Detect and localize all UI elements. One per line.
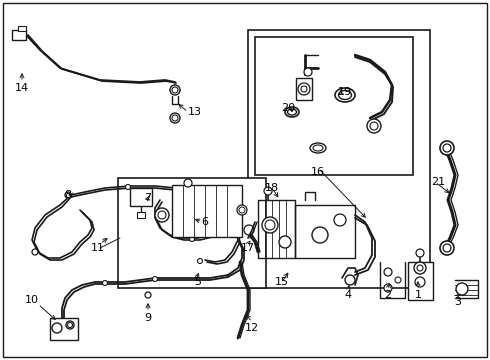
Text: 3: 3	[455, 297, 462, 307]
Circle shape	[158, 211, 166, 219]
Circle shape	[334, 214, 346, 226]
Text: 4: 4	[344, 290, 351, 300]
Bar	[172, 185, 242, 237]
Text: 15: 15	[275, 277, 289, 287]
Text: 12: 12	[245, 323, 259, 333]
Text: 9: 9	[145, 313, 151, 323]
Text: 8: 8	[65, 190, 72, 200]
Circle shape	[456, 283, 468, 295]
Circle shape	[440, 241, 454, 255]
Bar	[248, 30, 430, 288]
Bar	[18, 26, 26, 31]
Bar	[296, 78, 312, 100]
Circle shape	[262, 217, 278, 233]
Circle shape	[443, 144, 451, 152]
Circle shape	[312, 227, 328, 243]
Circle shape	[102, 280, 107, 285]
Text: 1: 1	[415, 290, 421, 300]
Circle shape	[370, 122, 378, 130]
Text: 2: 2	[385, 290, 392, 300]
Circle shape	[345, 275, 355, 285]
Circle shape	[416, 249, 424, 257]
Circle shape	[32, 249, 38, 255]
Bar	[137, 212, 145, 218]
Circle shape	[367, 119, 381, 133]
Ellipse shape	[288, 109, 296, 115]
Circle shape	[52, 323, 62, 333]
Text: 5: 5	[195, 277, 201, 287]
Circle shape	[190, 237, 195, 242]
Text: 16: 16	[311, 167, 325, 177]
Bar	[12, 30, 26, 40]
Bar	[50, 318, 78, 340]
Circle shape	[170, 113, 180, 123]
Circle shape	[172, 186, 177, 192]
Ellipse shape	[339, 90, 351, 99]
Circle shape	[414, 262, 426, 274]
Circle shape	[265, 220, 275, 230]
Circle shape	[65, 192, 71, 198]
Circle shape	[237, 205, 247, 215]
Circle shape	[417, 265, 423, 271]
Ellipse shape	[335, 88, 355, 102]
Circle shape	[415, 277, 425, 287]
Text: 13: 13	[188, 107, 202, 117]
Circle shape	[395, 277, 401, 283]
Text: 10: 10	[25, 295, 39, 305]
Text: 6: 6	[201, 217, 209, 227]
Circle shape	[301, 86, 307, 92]
Circle shape	[152, 276, 157, 282]
Ellipse shape	[313, 145, 323, 151]
Text: 19: 19	[338, 87, 352, 97]
Circle shape	[172, 115, 178, 121]
Bar	[255, 37, 413, 175]
Bar	[408, 262, 433, 300]
Circle shape	[304, 68, 312, 76]
Circle shape	[68, 323, 73, 328]
Bar	[130, 188, 152, 206]
Circle shape	[239, 207, 245, 213]
Circle shape	[298, 83, 310, 95]
Ellipse shape	[310, 143, 326, 153]
Text: 20: 20	[281, 103, 295, 113]
Circle shape	[279, 236, 291, 248]
Bar	[118, 178, 266, 288]
Circle shape	[440, 141, 454, 155]
Circle shape	[443, 244, 451, 252]
Circle shape	[384, 268, 392, 276]
Circle shape	[184, 179, 192, 187]
Text: 11: 11	[91, 243, 105, 253]
Circle shape	[66, 321, 74, 329]
Circle shape	[172, 87, 178, 93]
Text: 18: 18	[265, 183, 279, 193]
Text: 14: 14	[15, 83, 29, 93]
Circle shape	[155, 208, 169, 222]
Circle shape	[145, 292, 151, 298]
Circle shape	[170, 85, 180, 95]
Text: 7: 7	[145, 193, 151, 203]
Ellipse shape	[285, 107, 299, 117]
Text: 21: 21	[431, 177, 445, 187]
Circle shape	[125, 185, 130, 189]
Circle shape	[384, 284, 392, 292]
Text: 17: 17	[241, 243, 255, 253]
Circle shape	[197, 258, 202, 264]
Circle shape	[264, 187, 272, 195]
Circle shape	[244, 225, 254, 235]
